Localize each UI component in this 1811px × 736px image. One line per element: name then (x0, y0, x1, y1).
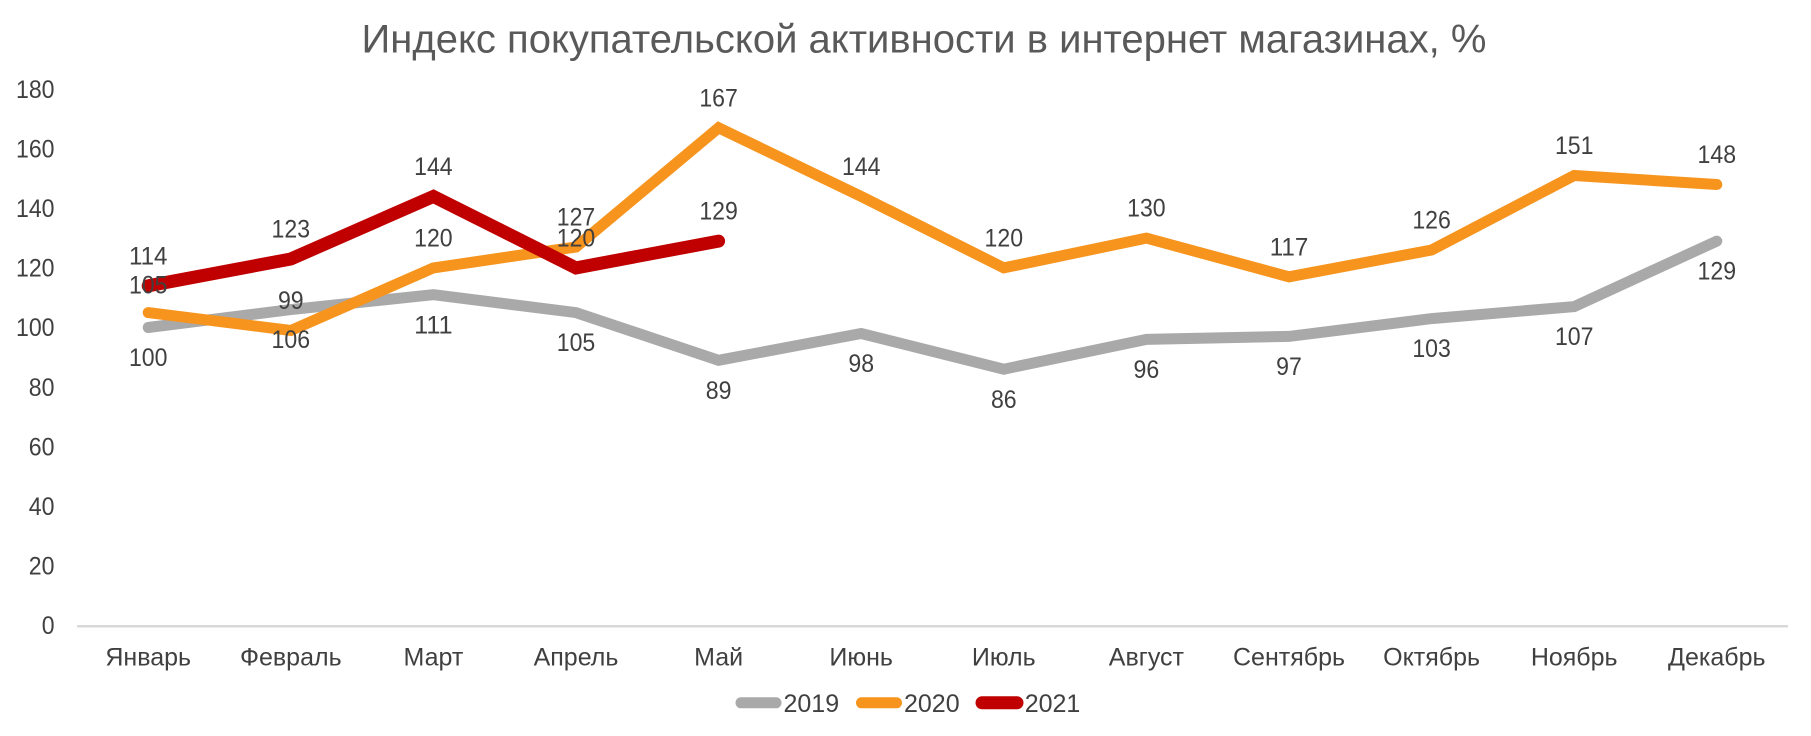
svg-text:148: 148 (1698, 141, 1737, 169)
svg-text:120: 120 (414, 225, 453, 253)
svg-text:144: 144 (842, 153, 881, 181)
svg-text:120: 120 (16, 255, 55, 283)
svg-text:2020: 2020 (904, 690, 960, 718)
svg-text:107: 107 (1555, 323, 1594, 351)
svg-text:98: 98 (848, 350, 874, 378)
svg-text:Август: Август (1109, 644, 1185, 672)
svg-text:167: 167 (699, 84, 738, 112)
svg-text:Май: Май (694, 644, 743, 672)
svg-text:2019: 2019 (784, 690, 840, 718)
svg-text:126: 126 (1412, 207, 1451, 235)
svg-text:151: 151 (1555, 132, 1594, 160)
svg-text:97: 97 (1276, 353, 1302, 381)
svg-text:111: 111 (414, 311, 453, 339)
svg-text:Январь: Январь (105, 644, 191, 672)
svg-text:144: 144 (414, 153, 453, 181)
svg-text:114: 114 (129, 242, 168, 270)
svg-text:130: 130 (1127, 195, 1166, 223)
svg-text:103: 103 (1412, 335, 1451, 363)
svg-text:Декабрь: Декабрь (1668, 644, 1765, 672)
svg-text:129: 129 (699, 198, 738, 226)
svg-text:2021: 2021 (1025, 690, 1081, 718)
svg-text:Март: Март (403, 644, 463, 672)
svg-text:Апрель: Апрель (534, 644, 619, 672)
svg-text:20: 20 (29, 553, 55, 581)
svg-text:99: 99 (278, 287, 304, 315)
svg-text:Июнь: Июнь (829, 644, 893, 672)
svg-text:100: 100 (129, 344, 168, 372)
svg-text:120: 120 (557, 225, 596, 253)
svg-text:Индекс покупательской активнос: Индекс покупательской активности в интер… (362, 18, 1487, 62)
svg-text:Октябрь: Октябрь (1383, 644, 1480, 672)
svg-text:0: 0 (42, 612, 55, 640)
svg-text:129: 129 (1698, 258, 1737, 286)
svg-text:96: 96 (1134, 356, 1160, 384)
svg-text:117: 117 (1270, 233, 1309, 261)
svg-text:106: 106 (272, 326, 311, 354)
svg-text:89: 89 (706, 377, 732, 405)
svg-text:120: 120 (985, 225, 1024, 253)
svg-text:180: 180 (16, 76, 55, 104)
svg-text:Июль: Июль (972, 644, 1036, 672)
svg-text:140: 140 (16, 195, 55, 223)
svg-text:80: 80 (29, 374, 55, 402)
svg-text:Сентябрь: Сентябрь (1233, 644, 1345, 672)
svg-text:86: 86 (991, 386, 1017, 414)
svg-text:127: 127 (557, 204, 596, 232)
svg-text:100: 100 (16, 314, 55, 342)
svg-text:105: 105 (557, 329, 596, 357)
svg-text:60: 60 (29, 433, 55, 461)
svg-text:105: 105 (129, 272, 168, 300)
svg-text:160: 160 (16, 135, 55, 163)
svg-text:123: 123 (272, 216, 311, 244)
svg-text:Февраль: Февраль (240, 644, 342, 672)
svg-text:40: 40 (29, 493, 55, 521)
svg-text:Ноябрь: Ноябрь (1531, 644, 1618, 672)
